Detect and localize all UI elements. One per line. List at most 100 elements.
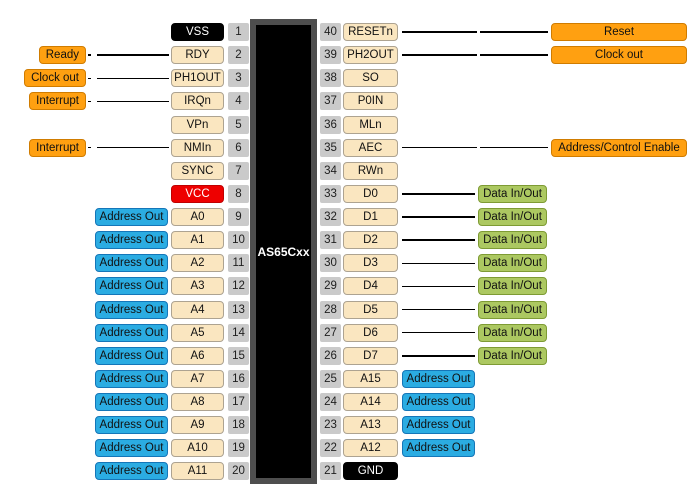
pin-33-number: 33 xyxy=(320,184,341,203)
pin-14-name: A5 xyxy=(171,323,224,342)
pin-26-leader-line xyxy=(402,355,475,357)
pin-31-leader-line xyxy=(402,239,475,241)
pin-6-number: 6 xyxy=(228,138,249,157)
pin-6-leader-line xyxy=(87,146,91,149)
pin-33-function: Data In/Out xyxy=(478,184,547,203)
pin-1-name: VSS xyxy=(171,23,224,41)
pin-39-leader-line xyxy=(479,54,548,56)
pin-22-function: Address Out xyxy=(402,439,475,458)
pin-30-number: 30 xyxy=(320,254,341,273)
pin-6-name: NMIn xyxy=(171,138,224,157)
pin-30-function: Data In/Out xyxy=(478,254,547,273)
pin-32-function: Data In/Out xyxy=(478,208,547,227)
pin-10-name: A1 xyxy=(171,231,224,250)
pin-16-function: Address Out xyxy=(95,369,168,388)
pin-39-name: PH2OUT xyxy=(343,46,398,65)
pin-32-number: 32 xyxy=(320,208,341,227)
pin-18-function: Address Out xyxy=(95,416,168,435)
pin-16-name: A7 xyxy=(171,369,224,388)
pin-31-function: Data In/Out xyxy=(478,231,547,250)
pin-23-name: A13 xyxy=(343,416,398,435)
pin-8-number: 8 xyxy=(228,184,249,203)
pin-9-name: A0 xyxy=(171,208,224,227)
pin-27-leader-line xyxy=(402,331,475,334)
pin-40-name: RESETn xyxy=(343,23,398,41)
pin-13-function: Address Out xyxy=(95,300,168,319)
pin-17-name: A8 xyxy=(171,393,224,412)
pin-19-function: Address Out xyxy=(95,439,168,458)
chip-body: AS65Cxx xyxy=(250,19,317,484)
pin-6-leader-line xyxy=(96,146,169,149)
pin-20-number: 20 xyxy=(228,462,249,481)
pin-35-name: AEC xyxy=(343,138,398,157)
pin-11-number: 11 xyxy=(228,254,249,273)
pin-3-name: PH1OUT xyxy=(171,69,224,88)
pin-29-number: 29 xyxy=(320,277,341,296)
pin-35-leader-line xyxy=(402,146,477,149)
pin-13-name: A4 xyxy=(171,300,224,319)
pin-12-function: Address Out xyxy=(95,277,168,296)
pin-35-function: Address/Control Enable xyxy=(551,138,687,157)
pin-3-leader-line xyxy=(96,77,169,79)
pin-26-name: D7 xyxy=(343,346,398,365)
pin-9-function: Address Out xyxy=(95,208,168,227)
pin-28-number: 28 xyxy=(320,300,341,319)
pin-5-name: VPn xyxy=(171,115,224,134)
pin-12-name: A3 xyxy=(171,277,224,296)
pin-37-number: 37 xyxy=(320,92,341,111)
pin-16-number: 16 xyxy=(228,369,249,388)
pin-25-function: Address Out xyxy=(402,369,475,388)
chip-label: AS65Cxx xyxy=(257,244,310,259)
pin-35-number: 35 xyxy=(320,138,341,157)
pin-39-leader-line xyxy=(402,54,477,56)
pin-5-number: 5 xyxy=(228,115,249,134)
pin-33-leader-line xyxy=(402,193,475,195)
pin-18-number: 18 xyxy=(228,416,249,435)
pin-12-number: 12 xyxy=(228,277,249,296)
pin-32-leader-line xyxy=(402,216,475,218)
pin-4-leader-line xyxy=(96,100,169,103)
pin-15-function: Address Out xyxy=(95,346,168,365)
pin-18-name: A9 xyxy=(171,416,224,435)
pin-17-function: Address Out xyxy=(95,393,168,412)
pin-9-number: 9 xyxy=(228,208,249,227)
pin-36-number: 36 xyxy=(320,115,341,134)
pin-17-number: 17 xyxy=(228,393,249,412)
pin-33-name: D0 xyxy=(343,184,398,203)
pin-19-name: A10 xyxy=(171,439,224,458)
pin-14-function: Address Out xyxy=(95,323,168,342)
pin-28-name: D5 xyxy=(343,300,398,319)
pin-10-function: Address Out xyxy=(95,231,168,250)
pin-40-leader-line xyxy=(479,31,548,33)
pin-26-function: Data In/Out xyxy=(478,346,547,365)
pin-25-name: A15 xyxy=(343,369,398,388)
pin-24-name: A14 xyxy=(343,393,398,412)
pin-7-number: 7 xyxy=(228,161,249,180)
pin-29-leader-line xyxy=(402,285,475,288)
pin-35-leader-line xyxy=(479,146,548,149)
pin-40-number: 40 xyxy=(320,23,341,41)
pin-29-name: D4 xyxy=(343,277,398,296)
pin-36-name: MLn xyxy=(343,115,398,134)
pin-14-number: 14 xyxy=(228,323,249,342)
pin-25-number: 25 xyxy=(320,369,341,388)
pin-4-name: IRQn xyxy=(171,92,224,111)
pin-1-number: 1 xyxy=(228,23,249,41)
pin-30-leader-line xyxy=(402,262,475,264)
pin-3-leader-line xyxy=(87,77,91,79)
pin-3-function: Clock out xyxy=(24,69,86,88)
pin-21-name: GND xyxy=(343,462,398,481)
pin-27-function: Data In/Out xyxy=(478,323,547,342)
pin-6-function: Interrupt xyxy=(29,138,86,157)
pin-2-leader-line xyxy=(87,54,91,56)
pin-38-number: 38 xyxy=(320,69,341,88)
pin-27-name: D6 xyxy=(343,323,398,342)
pin-39-number: 39 xyxy=(320,46,341,65)
pin-32-name: D1 xyxy=(343,208,398,227)
pin-21-number: 21 xyxy=(320,462,341,481)
pin-4-leader-line xyxy=(87,100,91,103)
pin-31-number: 31 xyxy=(320,231,341,250)
pin-19-number: 19 xyxy=(228,439,249,458)
pin-40-leader-line xyxy=(402,31,477,33)
